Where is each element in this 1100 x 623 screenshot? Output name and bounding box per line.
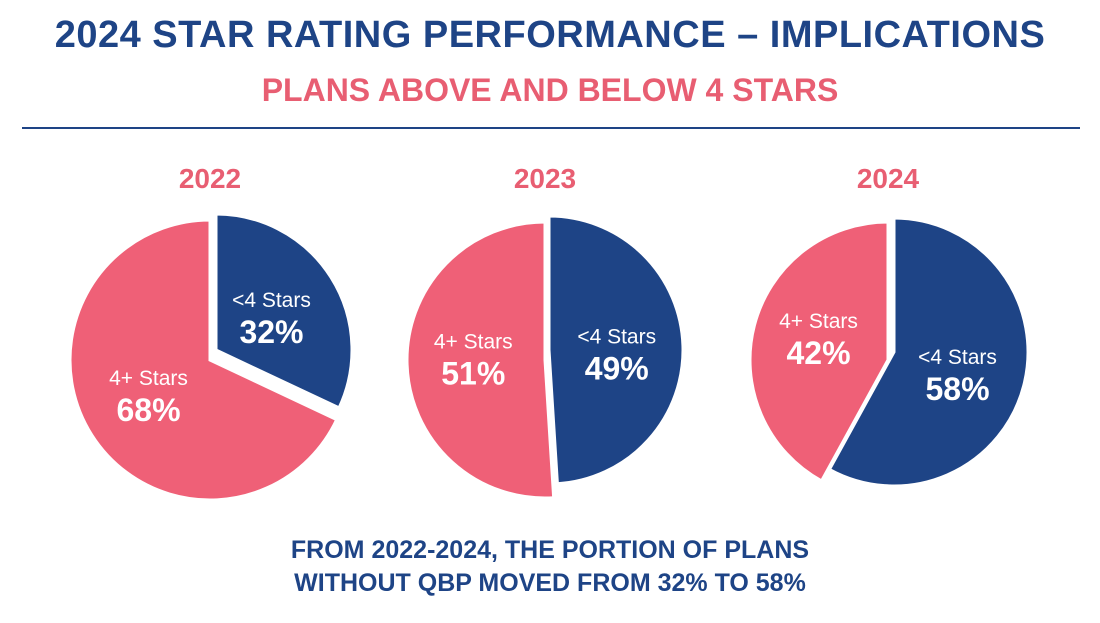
pie-title-2023: 2023 [514,163,576,194]
slice-label-lt4-2024: <4 Stars [918,346,997,369]
page-subtitle: PLANS ABOVE AND BELOW 4 STARS [261,72,839,108]
slice-value-lt4-2023: 49% [585,351,649,387]
pie-slice-4plus-2022 [68,218,339,502]
pie-title-2022: 2022 [179,163,241,194]
slice-value-lt4-2024: 58% [925,371,989,407]
slice-label-4plus-2024: 4+ Stars [779,310,858,333]
pie-slice-4plus-2023 [405,220,556,500]
slice-value-lt4-2022: 32% [239,314,303,350]
page-title: 2024 STAR RATING PERFORMANCE – IMPLICATI… [54,14,1046,56]
footer-line-2: WITHOUT QBP MOVED FROM 32% TO 58% [294,569,806,597]
slice-label-lt4-2023: <4 Stars [577,326,656,349]
slice-label-lt4-2022: <4 Stars [232,289,311,312]
slice-label-4plus-2022: 4+ Stars [109,367,188,390]
pie-title-2024: 2024 [857,163,920,194]
slice-label-4plus-2023: 4+ Stars [434,330,513,353]
pie-slice-lt4-2024 [827,216,1030,488]
footer-note: FROM 2022-2024, THE PORTION OF PLANS WIT… [0,534,1100,600]
title-divider [22,127,1080,129]
footer-line-1: FROM 2022-2024, THE PORTION OF PLANS [290,536,810,564]
slice-value-4plus-2024: 42% [786,335,850,371]
slice-value-4plus-2022: 68% [117,392,181,428]
pie-slice-4plus-2024 [748,220,890,483]
slice-value-4plus-2023: 51% [441,355,505,391]
pie-slice-lt4-2022 [214,212,354,410]
pie-slice-lt4-2023 [547,214,685,486]
